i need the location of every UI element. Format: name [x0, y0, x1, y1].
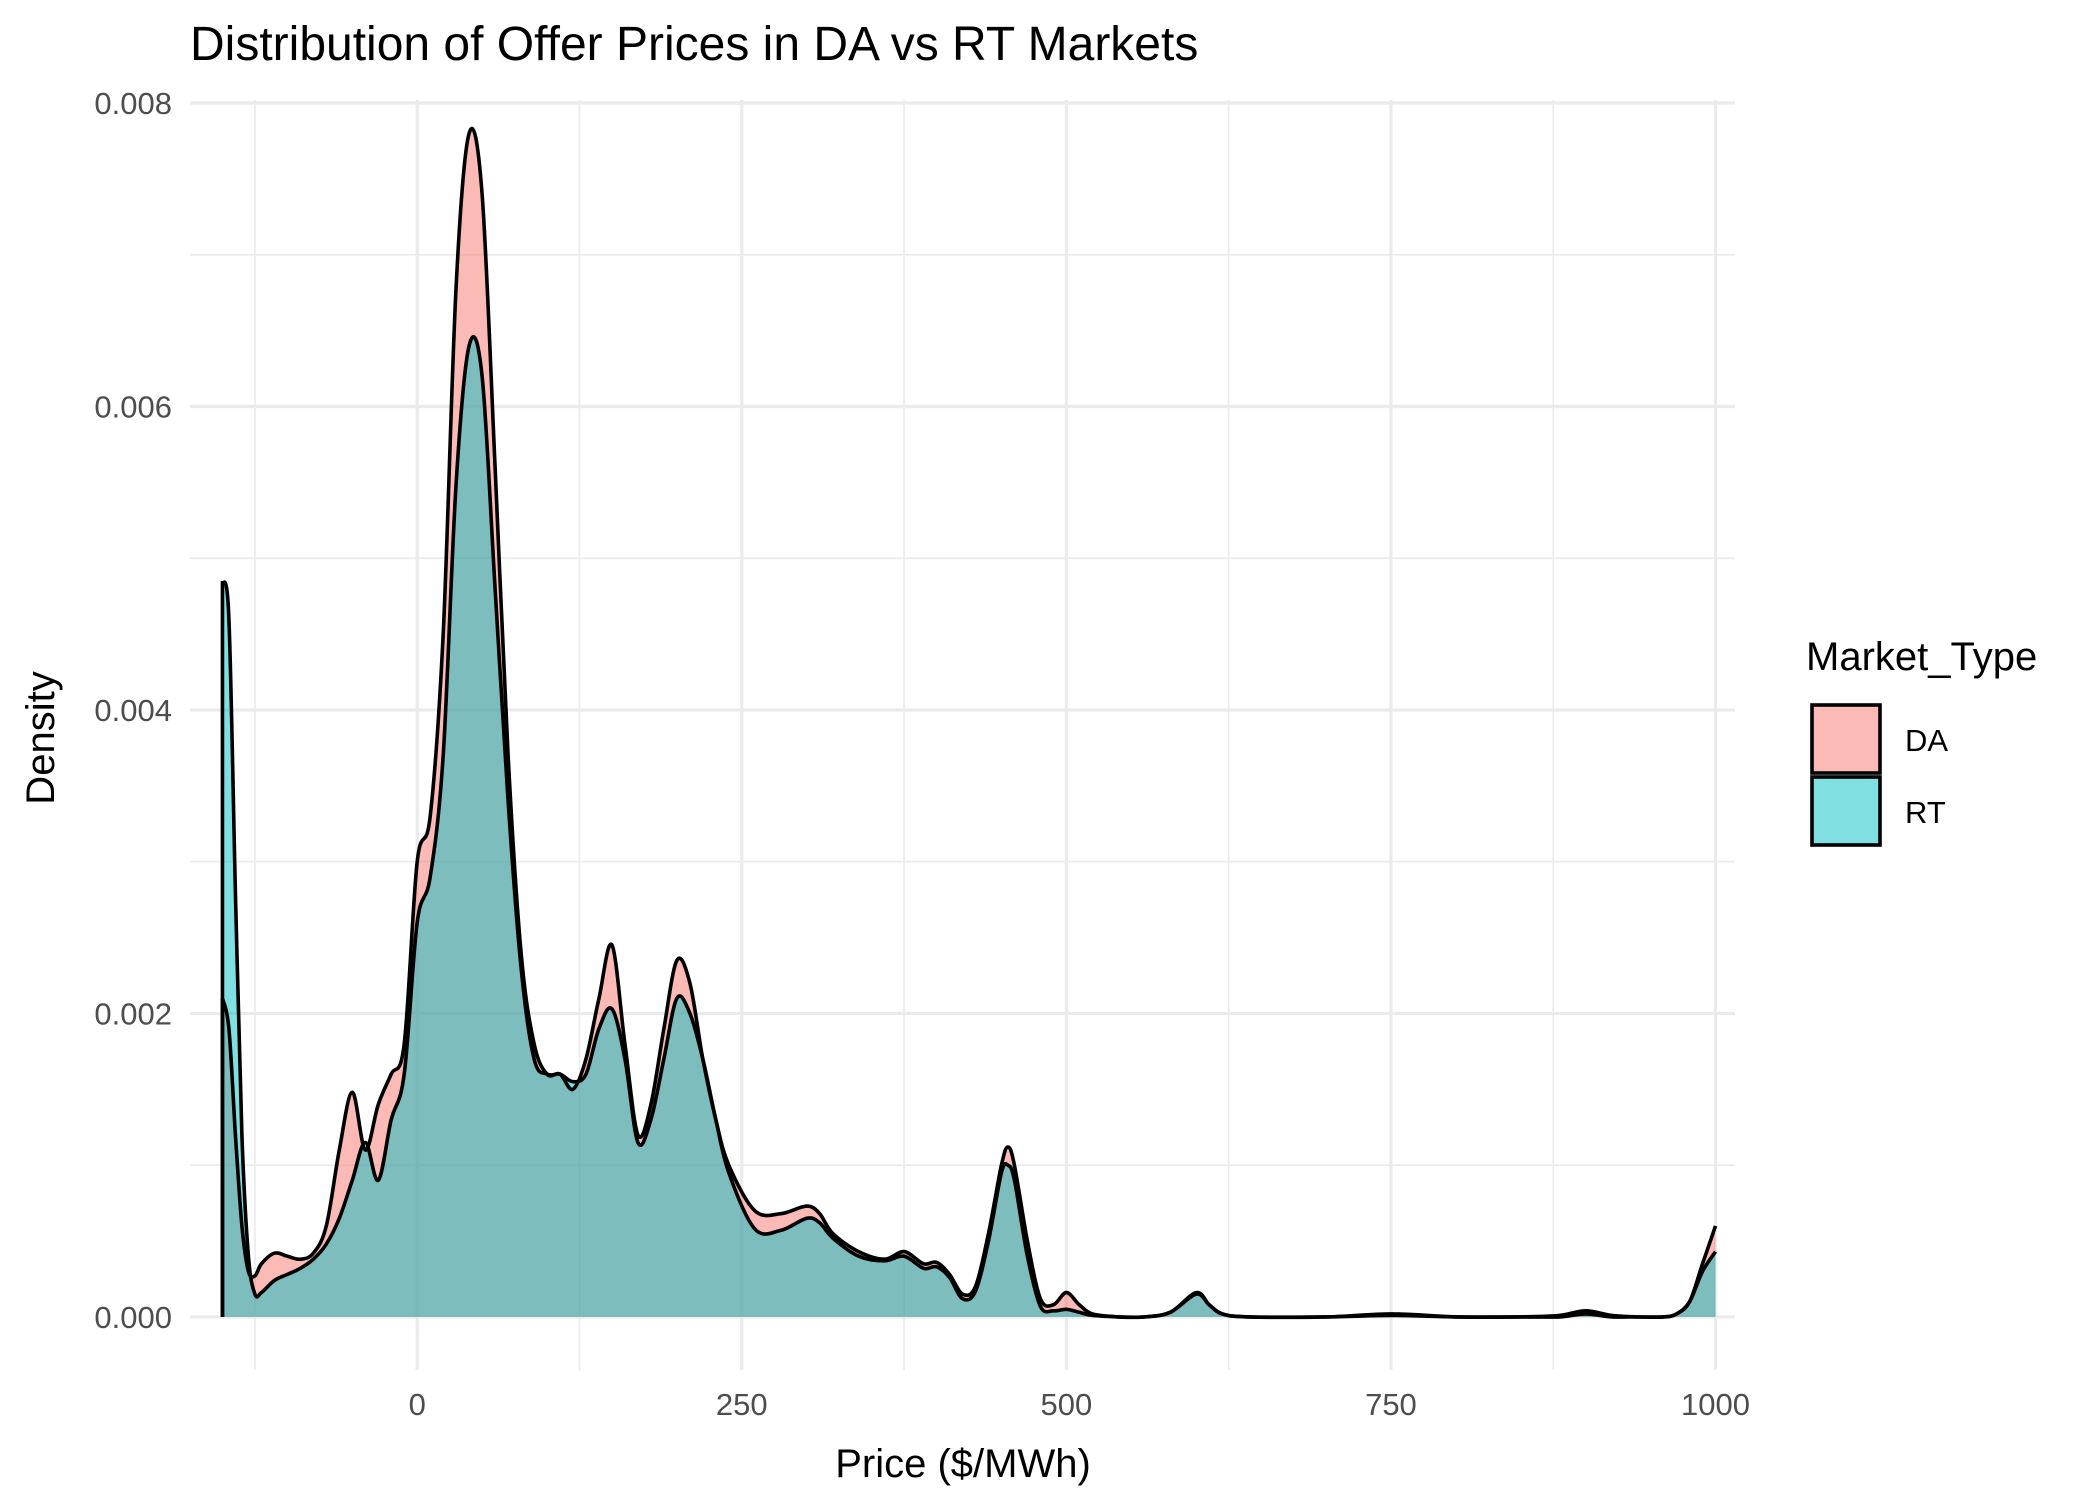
legend: Market_Type DA RT: [1806, 635, 2037, 847]
legend-label: DA: [1905, 723, 1948, 758]
y-tick-label: 0.002: [94, 996, 172, 1031]
legend-title: Market_Type: [1806, 635, 2037, 679]
x-tick-label: 250: [716, 1387, 768, 1422]
x-tick-label: 0: [409, 1387, 426, 1422]
legend-key-da: [1810, 703, 1882, 775]
chart-title: Distribution of Offer Prices in DA vs RT…: [190, 18, 1198, 71]
legend-items: DA RT: [1810, 703, 1948, 847]
y-axis-ticks: 0.000 0.002 0.004 0.006 0.008: [94, 86, 172, 1335]
legend-item-rt: RT: [1810, 775, 1946, 847]
x-tick-label: 750: [1365, 1387, 1417, 1422]
y-axis-title: Density: [19, 671, 63, 804]
legend-key-rt: [1810, 775, 1882, 847]
x-axis-title: Price ($/MWh): [835, 1442, 1091, 1486]
density-outlines: [220, 126, 1718, 1320]
y-tick-label: 0.004: [94, 693, 172, 728]
x-tick-label: 1000: [1681, 1387, 1750, 1422]
density-line-rt: [220, 335, 1718, 1320]
legend-item-da: DA: [1810, 703, 1948, 775]
density-area-rt: [222, 336, 1716, 1318]
x-tick-label: 500: [1040, 1387, 1092, 1422]
legend-label: RT: [1905, 795, 1946, 830]
y-tick-label: 0.008: [94, 86, 172, 121]
y-tick-label: 0.000: [94, 1300, 172, 1335]
x-axis-ticks: 0 250 500 750 1000: [409, 1387, 1750, 1422]
y-tick-label: 0.006: [94, 389, 172, 424]
